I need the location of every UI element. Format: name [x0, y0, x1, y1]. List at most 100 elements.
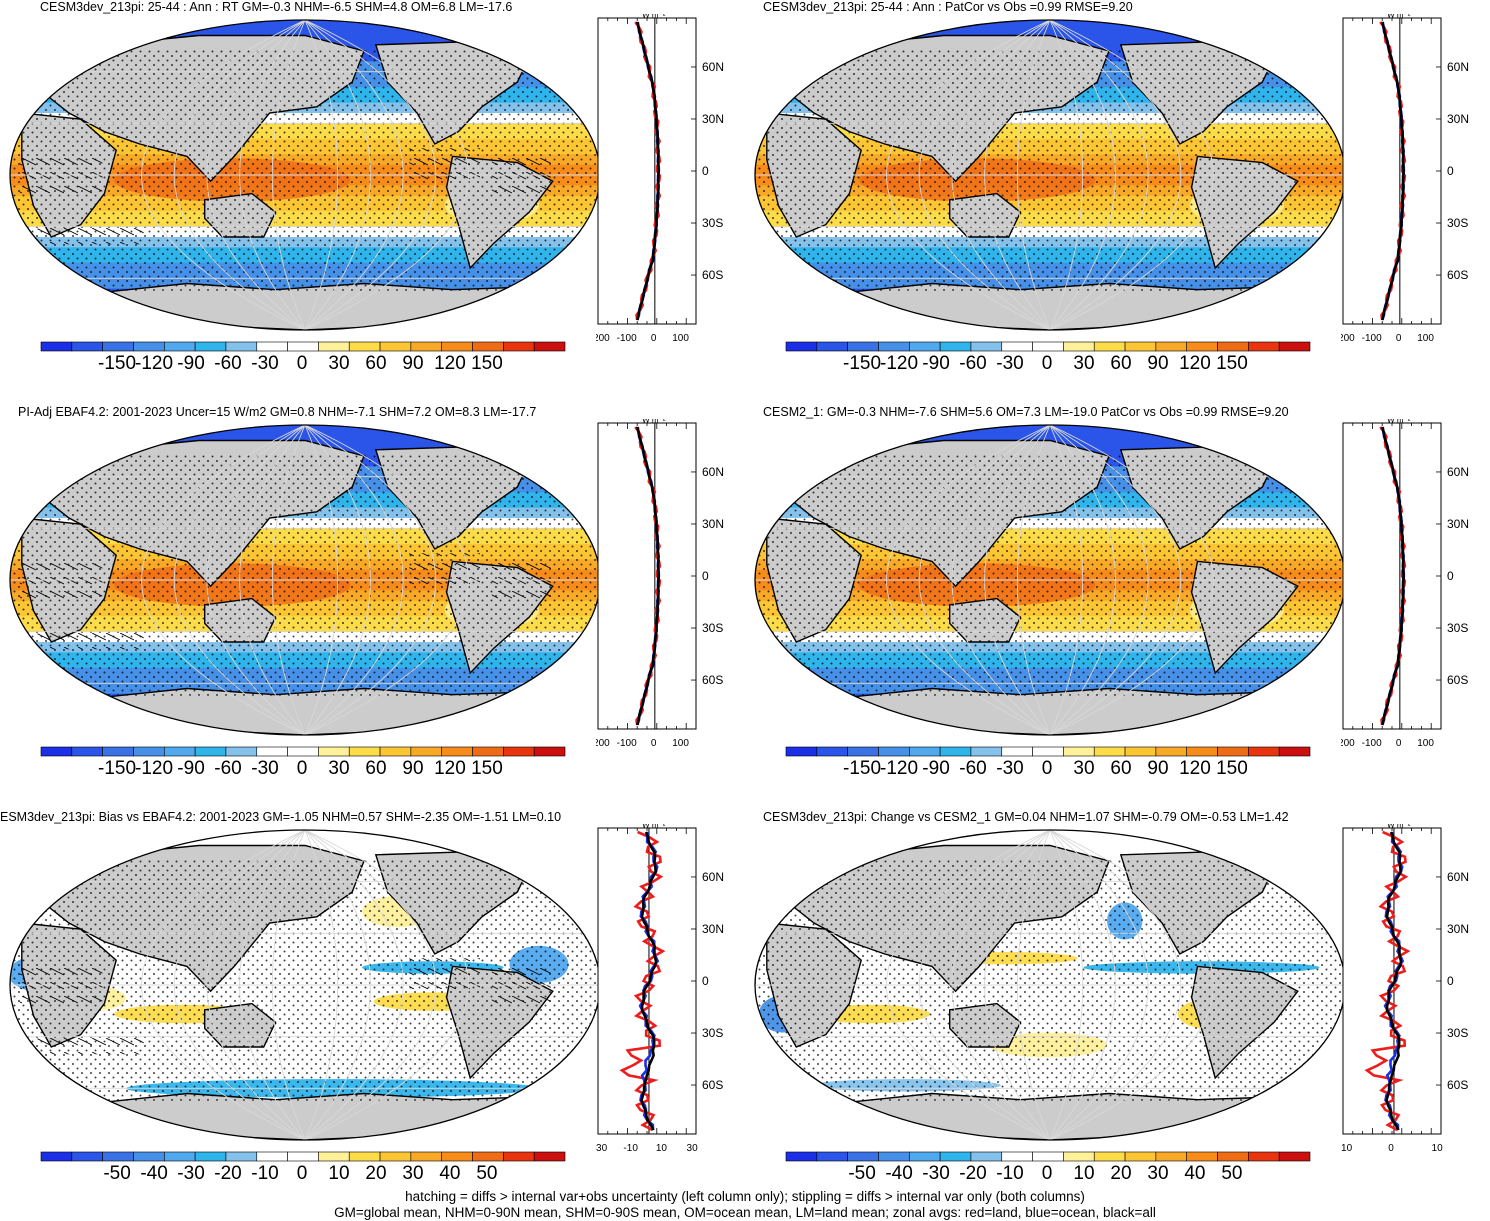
- colorbar-tick-label: 90: [402, 758, 424, 779]
- colorbar-box: [133, 341, 165, 352]
- colorbar-tick-label: 60: [365, 353, 387, 374]
- colorbar-box: [441, 1151, 473, 1162]
- colorbar-box: [71, 1151, 103, 1162]
- hatching: [491, 967, 551, 1005]
- zonal-average-plot: W m⁻² 60N 30N 0 30S 60S -200 -100 0 100: [1341, 419, 1469, 749]
- profile-lat-label: 60N: [1447, 870, 1469, 884]
- profile-lat-label: 0: [1447, 974, 1454, 988]
- colorbar-box: [318, 746, 350, 757]
- colorbar-box: [939, 341, 972, 352]
- colorbar-tick-label: -50: [103, 1163, 131, 1184]
- colorbar-tick-label: 0: [1041, 353, 1053, 374]
- colorbar-box: [410, 746, 443, 757]
- colorbar-tick-label: -60: [214, 758, 242, 779]
- colorbar-box: [225, 341, 258, 352]
- colorbar-tick-label: -150: [98, 353, 137, 374]
- colorbar-tick-label: 90: [402, 353, 424, 374]
- colorbar-box: [1278, 1151, 1311, 1162]
- colorbar-tick-label: 150: [1216, 353, 1248, 374]
- graticule: [10, 20, 600, 330]
- profile-x-tick-label: 0: [1388, 1143, 1394, 1154]
- colorbar-tick-label: 150: [1216, 758, 1248, 779]
- colorbar-box: [847, 1151, 879, 1162]
- panel-title: CESM3dev_213pi: Change vs CESM2_1 GM=0.0…: [763, 810, 1289, 824]
- robinson-map: [9, 19, 601, 331]
- colorbar-box: [1155, 1151, 1188, 1162]
- colorbar-labels: -50 -40 -30 -20 -10 0 10 20 30 40 50: [785, 1163, 1309, 1189]
- colorbar-tick-label: -30: [996, 758, 1024, 779]
- panel-rt-cesm2: CESM2_1: GM=-0.3 NHM=-7.6 SHM=5.6 OM=7.3…: [745, 405, 1490, 810]
- colorbar-box: [163, 746, 196, 757]
- zonal-avg-all-line: [1381, 426, 1405, 726]
- hatching: [491, 157, 551, 195]
- zonal-avg-all-line: [636, 21, 660, 321]
- colorbar-tick-label: 90: [1147, 758, 1169, 779]
- colorbar-box: [472, 1151, 504, 1162]
- hatching: [491, 562, 551, 600]
- colorbar-tick-label: -60: [214, 353, 242, 374]
- colorbar-box: [1124, 341, 1157, 352]
- hatching: [409, 958, 480, 990]
- profile-lat-label: 30S: [702, 621, 723, 635]
- colorbar-tick-label: 90: [1147, 353, 1169, 374]
- stippling: [755, 49, 1345, 291]
- profile-lat-label: 60N: [1447, 60, 1469, 74]
- colorbar-tick-label: 0: [296, 353, 308, 374]
- colorbar-box: [1248, 341, 1280, 352]
- colorbar: [785, 746, 1311, 757]
- colorbar-box: [163, 341, 196, 352]
- colorbar-box: [1063, 746, 1095, 757]
- colorbar-box: [1155, 746, 1188, 757]
- zonal-avg-all-line: [640, 831, 658, 1131]
- zonal-avg-all-line: [636, 426, 660, 726]
- colorbar-box: [1248, 746, 1280, 757]
- stippling: [755, 859, 1345, 1101]
- colorbar-box: [379, 341, 412, 352]
- panel-title: PI-Adj EBAF4.2: 2001-2023 Uncer=15 W/m2 …: [18, 405, 537, 419]
- colorbar-box: [1124, 746, 1157, 757]
- profile-x-tick-label: 0: [1396, 738, 1402, 749]
- colorbar-box: [348, 746, 381, 757]
- zonal-average-plot: W m⁻² 60N 30N 0 30S 60S -200 -100 0 100: [1341, 14, 1469, 344]
- colorbar-box: [1001, 1151, 1033, 1162]
- colorbar-box: [785, 746, 818, 757]
- colorbar-tick-label: -120: [135, 353, 174, 374]
- colorbar-box: [785, 1151, 818, 1162]
- profile-lat-label: 60N: [702, 60, 724, 74]
- colorbar-box: [441, 746, 473, 757]
- colorbar-tick-label: 0: [296, 758, 308, 779]
- colorbar-tick-label: 20: [1110, 1163, 1132, 1184]
- robinson-map: [754, 19, 1346, 331]
- colorbar-box: [71, 746, 103, 757]
- colorbar-box: [256, 746, 288, 757]
- profile-units-label: W m⁻²: [1387, 824, 1411, 830]
- colorbar-tick-label: -20: [214, 1163, 242, 1184]
- colorbar-box: [1093, 341, 1126, 352]
- colorbar-box: [970, 1151, 1003, 1162]
- panel-title: CESM2_1: GM=-0.3 NHM=-7.6 SHM=5.6 OM=7.3…: [763, 405, 1289, 419]
- colorbar-tick-label: -60: [959, 758, 987, 779]
- colorbar-box: [225, 746, 258, 757]
- colorbar-box: [410, 1151, 443, 1162]
- colorbar-box: [1093, 746, 1126, 757]
- colorbar-box: [847, 746, 879, 757]
- footer-notes: hatching = diffs > internal var+obs unce…: [0, 1189, 1490, 1221]
- profile-lat-label: 30S: [702, 216, 723, 230]
- colorbar-box: [1248, 1151, 1280, 1162]
- profile-x-tick-label: 10: [656, 1143, 668, 1154]
- graticule: [10, 830, 600, 1140]
- profile-lat-label: 60N: [702, 465, 724, 479]
- colorbar-box: [939, 1151, 972, 1162]
- colorbar-tick-label: -40: [885, 1163, 913, 1184]
- colorbar-tick-label: 60: [1110, 353, 1132, 374]
- colorbar-tick-label: -90: [922, 758, 950, 779]
- colorbar-tick-label: 30: [328, 353, 350, 374]
- colorbar-tick-label: 30: [402, 1163, 424, 1184]
- colorbar-box: [379, 746, 412, 757]
- colorbar-box: [194, 1151, 227, 1162]
- colorbar-box: [1001, 341, 1033, 352]
- colorbar-box: [1155, 341, 1188, 352]
- colorbar-box: [908, 341, 941, 352]
- colorbar-tick-label: 30: [1073, 353, 1095, 374]
- colorbar-box: [102, 746, 134, 757]
